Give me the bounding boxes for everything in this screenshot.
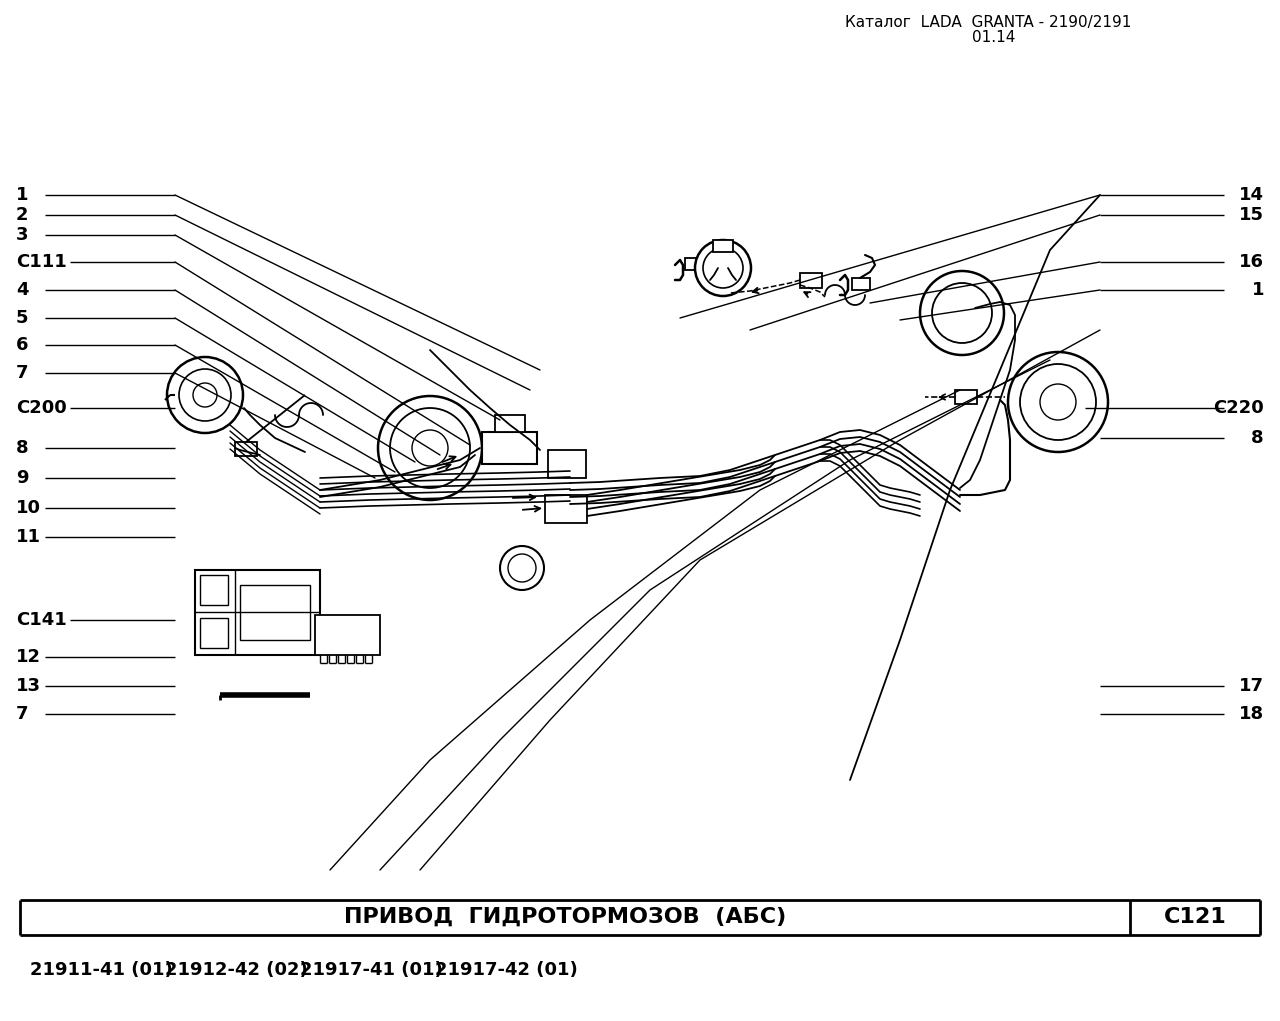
Bar xyxy=(713,240,733,252)
Text: 13: 13 xyxy=(15,677,41,695)
Bar xyxy=(241,585,310,640)
Text: 2: 2 xyxy=(15,206,28,224)
Text: 10: 10 xyxy=(15,499,41,517)
Text: 18: 18 xyxy=(1239,704,1265,723)
Text: ПРИВОД  ГИДРОТОРМОЗОВ  (АБС): ПРИВОД ГИДРОТОРМОЗОВ (АБС) xyxy=(344,907,786,927)
Text: 3: 3 xyxy=(15,226,28,244)
Text: 12: 12 xyxy=(15,648,41,666)
Text: 1: 1 xyxy=(15,186,28,204)
Text: 21917-42 (01): 21917-42 (01) xyxy=(435,961,577,979)
Circle shape xyxy=(166,357,243,433)
Bar xyxy=(545,495,588,523)
Text: 21912-42 (02): 21912-42 (02) xyxy=(165,961,307,979)
Text: 5: 5 xyxy=(15,309,28,327)
Text: 1: 1 xyxy=(1252,281,1265,299)
Bar xyxy=(236,442,257,456)
Bar xyxy=(483,432,538,464)
Text: 14: 14 xyxy=(1239,186,1265,204)
Text: 7: 7 xyxy=(15,704,28,723)
Text: 6: 6 xyxy=(15,336,28,354)
Circle shape xyxy=(193,383,218,407)
Text: 4: 4 xyxy=(15,281,28,299)
Circle shape xyxy=(695,240,751,296)
Bar xyxy=(315,615,380,655)
Circle shape xyxy=(508,554,536,582)
Bar xyxy=(195,570,320,655)
Circle shape xyxy=(1009,352,1108,452)
Text: 21917-41 (01): 21917-41 (01) xyxy=(300,961,443,979)
Text: 11: 11 xyxy=(15,528,41,546)
Text: 01.14: 01.14 xyxy=(972,31,1015,46)
Circle shape xyxy=(378,396,483,500)
Text: С111: С111 xyxy=(15,253,67,271)
Circle shape xyxy=(500,546,544,590)
Bar xyxy=(800,273,822,288)
Text: 8: 8 xyxy=(1252,429,1265,447)
Circle shape xyxy=(1020,364,1096,440)
Circle shape xyxy=(920,271,1004,355)
Text: С220: С220 xyxy=(1213,399,1265,417)
Circle shape xyxy=(1039,384,1076,420)
Text: 17: 17 xyxy=(1239,677,1265,695)
Text: С200: С200 xyxy=(15,399,67,417)
Bar xyxy=(548,450,586,478)
Circle shape xyxy=(390,408,470,488)
Text: 8: 8 xyxy=(15,439,28,457)
Text: 7: 7 xyxy=(15,364,28,382)
Text: С141: С141 xyxy=(15,611,67,629)
Bar xyxy=(955,390,977,404)
Bar xyxy=(685,258,703,270)
Text: 9: 9 xyxy=(15,469,28,487)
Circle shape xyxy=(703,248,742,288)
Text: 21911-41 (01): 21911-41 (01) xyxy=(29,961,173,979)
Text: 15: 15 xyxy=(1239,206,1265,224)
Text: Каталог  LADA  GRANTA - 2190/2191: Каталог LADA GRANTA - 2190/2191 xyxy=(845,14,1132,30)
Circle shape xyxy=(179,369,230,421)
Bar xyxy=(852,278,870,290)
Bar xyxy=(200,575,228,605)
Bar xyxy=(200,618,228,648)
Circle shape xyxy=(932,283,992,343)
Bar xyxy=(495,415,525,432)
Text: С121: С121 xyxy=(1164,907,1226,927)
Circle shape xyxy=(412,430,448,466)
Text: 16: 16 xyxy=(1239,253,1265,271)
